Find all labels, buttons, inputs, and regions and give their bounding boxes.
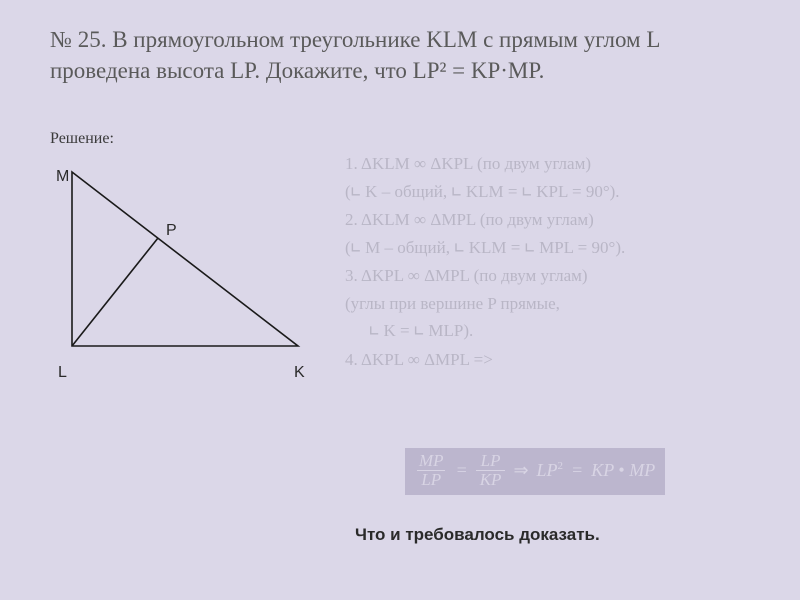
- step-1: 1. ΔKLM ∞ ΔKPL (по двум углам): [345, 150, 775, 178]
- problem-title: № 25. В прямоугольном треугольнике KLM с…: [50, 24, 750, 86]
- text: KP: [591, 460, 614, 480]
- angle-icon: ∟: [351, 236, 361, 264]
- triangle-outline: [72, 172, 298, 346]
- step-2: 2. ΔKLM ∞ ΔMPL (по двум углам): [345, 206, 775, 234]
- text: KLM =: [464, 238, 524, 257]
- step-2b: (∟ M – общий, ∟ KLM = ∟ MPL = 90°).: [345, 234, 775, 263]
- exponent: 2: [558, 460, 564, 472]
- step-1b: (∟ K – общий, ∟ KLM = ∟ KPL = 90°).: [345, 178, 775, 207]
- text: K =: [379, 321, 414, 340]
- step-3b: (углы при вершине P прямые,: [345, 290, 775, 318]
- text: MLP).: [424, 321, 473, 340]
- fraction-num: LP: [477, 452, 505, 470]
- angle-icon: ∟: [369, 319, 379, 347]
- text: M – общий,: [361, 238, 454, 257]
- altitude-lp: [72, 238, 158, 346]
- step-3c: ∟ K = ∟ MLP).: [345, 317, 775, 346]
- angle-icon: ∟: [454, 236, 464, 264]
- solution-label: Решение:: [50, 130, 114, 148]
- fraction-den: LP: [417, 470, 445, 489]
- step-3: 3. ΔKPL ∞ ΔMPL (по двум углам): [345, 262, 775, 290]
- vertex-label-l: L: [58, 364, 67, 382]
- lhs: LP2: [537, 460, 564, 481]
- vertex-label-p: P: [166, 222, 177, 240]
- angle-icon: ∟: [522, 180, 532, 208]
- step-4: 4. ΔKPL ∞ ΔMPL =>: [345, 346, 775, 374]
- text: LP: [537, 460, 558, 480]
- triangle-diagram: M L K P: [50, 160, 310, 390]
- qed-text: Что и требовалось доказать.: [355, 525, 600, 545]
- dot-icon: •: [618, 460, 624, 480]
- text: MPL = 90°).: [535, 238, 625, 257]
- equals: =: [571, 460, 583, 481]
- fraction-2: LP KP: [476, 452, 506, 489]
- vertex-label-k: K: [294, 364, 305, 382]
- text: KPL = 90°).: [532, 182, 620, 201]
- angle-icon: ∟: [451, 180, 461, 208]
- angle-icon: ∟: [525, 236, 535, 264]
- fraction-den: KP: [476, 470, 506, 489]
- equals: =: [456, 460, 468, 481]
- triangle-svg: [50, 160, 310, 390]
- angle-icon: ∟: [351, 180, 361, 208]
- fraction-num: MP: [415, 452, 448, 470]
- angle-icon: ∟: [414, 319, 424, 347]
- fraction-1: MP LP: [415, 452, 448, 489]
- rhs: KP • MP: [591, 460, 655, 481]
- text: KLM =: [462, 182, 522, 201]
- vertex-label-m: M: [56, 168, 69, 186]
- implies-arrow: ⇒: [513, 460, 528, 481]
- proof-steps: 1. ΔKLM ∞ ΔKPL (по двум углам) (∟ K – об…: [345, 150, 775, 373]
- text: K – общий,: [361, 182, 451, 201]
- formula-box: MP LP = LP KP ⇒ LP2 = KP • MP: [405, 448, 665, 495]
- text: MP: [629, 460, 655, 480]
